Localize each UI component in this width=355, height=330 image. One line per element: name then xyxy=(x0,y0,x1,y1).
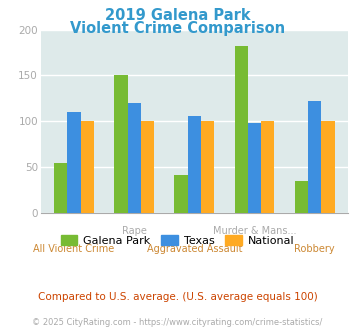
Bar xyxy=(248,123,261,213)
Bar xyxy=(261,121,274,213)
Legend: Galena Park, Texas, National: Galena Park, Texas, National xyxy=(56,231,299,250)
Text: Compared to U.S. average. (U.S. average equals 100): Compared to U.S. average. (U.S. average … xyxy=(38,292,317,302)
Text: All Violent Crime: All Violent Crime xyxy=(33,244,115,254)
Text: Rape: Rape xyxy=(122,226,147,236)
Bar xyxy=(54,163,67,213)
Bar xyxy=(235,46,248,213)
Text: Aggravated Assault: Aggravated Assault xyxy=(147,244,242,254)
Text: 2019 Galena Park: 2019 Galena Park xyxy=(105,8,250,23)
Bar xyxy=(321,121,335,213)
Text: Murder & Mans...: Murder & Mans... xyxy=(213,226,296,236)
Text: © 2025 CityRating.com - https://www.cityrating.com/crime-statistics/: © 2025 CityRating.com - https://www.city… xyxy=(32,318,323,327)
Bar xyxy=(188,116,201,213)
Bar xyxy=(127,103,141,213)
Text: Robbery: Robbery xyxy=(294,244,335,254)
Bar xyxy=(295,181,308,213)
Bar xyxy=(141,121,154,213)
Bar xyxy=(81,121,94,213)
Bar xyxy=(201,121,214,213)
Bar xyxy=(308,101,321,213)
Bar xyxy=(175,175,188,213)
Bar xyxy=(114,75,127,213)
Bar xyxy=(67,112,81,213)
Text: Violent Crime Comparison: Violent Crime Comparison xyxy=(70,21,285,36)
